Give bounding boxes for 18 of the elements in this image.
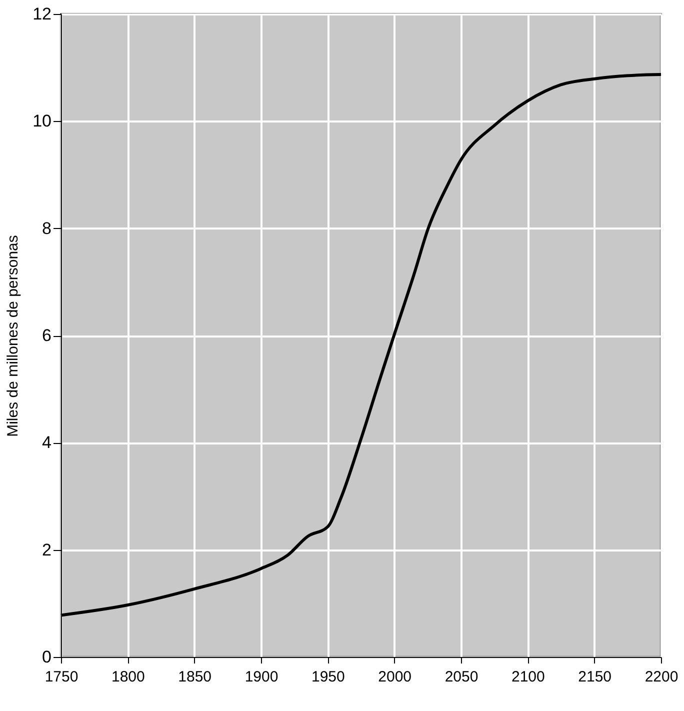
y-axis-title: Miles de millones de personas — [4, 235, 22, 437]
y-tick-label: 10 — [32, 112, 52, 131]
x-tick-label: 2000 — [378, 668, 412, 686]
y-tick-label: 2 — [42, 540, 52, 560]
x-tick-label: 2100 — [511, 668, 545, 686]
y-tick-label: 4 — [42, 433, 52, 452]
x-tick-label: 2150 — [578, 668, 612, 686]
x-tick-label: 2200 — [644, 668, 678, 686]
x-tick-label: 1750 — [44, 668, 78, 686]
x-tick-label: 1800 — [111, 668, 145, 686]
y-tick-label: 8 — [42, 218, 52, 238]
y-tick-label: 12 — [32, 4, 52, 24]
y-tick-label: 6 — [42, 326, 52, 345]
x-tick-label: 1950 — [311, 668, 345, 686]
x-tick-label: 1900 — [244, 668, 278, 686]
x-tick-label: 2050 — [444, 668, 478, 686]
y-tick-label: 0 — [42, 648, 52, 666]
x-tick-label: 1850 — [178, 668, 212, 686]
